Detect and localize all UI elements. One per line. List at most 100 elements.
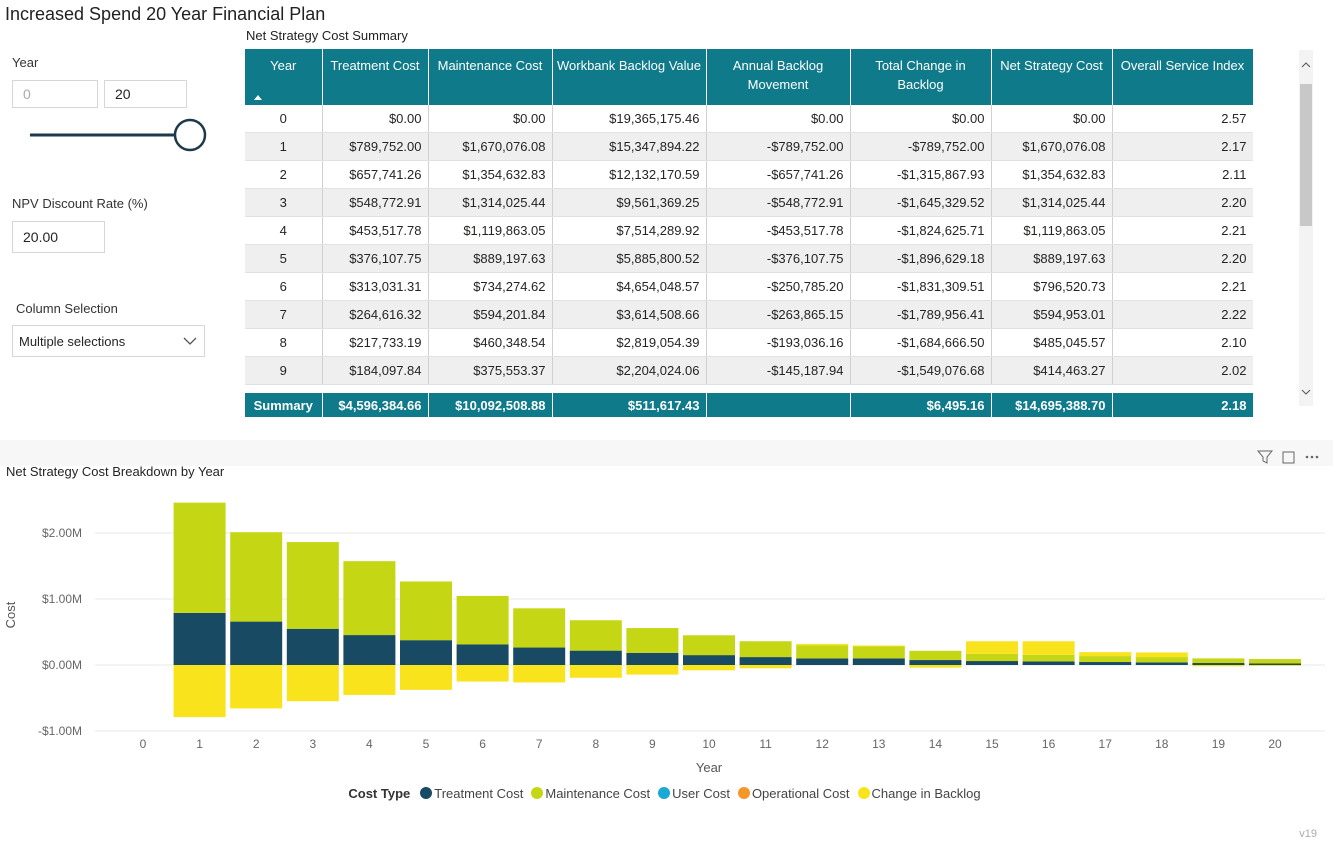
npv-input[interactable]: 20.00: [12, 221, 105, 253]
table-cell: $19,365,175.46: [552, 105, 707, 133]
bar-segment: [400, 640, 452, 665]
bar-segment: [852, 646, 905, 659]
summary-cell: $6,495.16: [850, 393, 992, 417]
bar-segment: [739, 641, 792, 658]
year-min-input[interactable]: 0: [12, 80, 98, 108]
year-slider[interactable]: [20, 115, 220, 155]
x-tick-label: 10: [702, 737, 716, 751]
table-cell: 0: [245, 105, 323, 133]
table-cell: -$1,645,329.52: [850, 188, 992, 217]
table-cell: -$548,772.91: [706, 188, 851, 217]
y-tick-label: $2.00M: [42, 526, 82, 540]
bar-segment: [1249, 665, 1301, 666]
bar-segment: [569, 620, 622, 651]
table-cell: -$657,741.26: [706, 160, 851, 189]
table-cell: 5: [245, 244, 323, 273]
filter-icon[interactable]: [1256, 450, 1274, 464]
scroll-up[interactable]: [1301, 62, 1311, 68]
table-cell: 2.02: [1112, 356, 1253, 385]
column-header: Treatment Cost: [322, 49, 429, 105]
bar-segment: [909, 650, 962, 661]
bar-segment: [626, 652, 679, 665]
table-row: 3 $548,772.91 $1,314,025.44 $9,561,369.25 -$…: [245, 188, 1253, 217]
slider-handle[interactable]: [173, 118, 207, 152]
table-cell: $12,132,170.59: [552, 160, 707, 189]
table-cell: -$1,549,076.68: [850, 356, 992, 385]
bar-segment: [230, 665, 283, 709]
x-tick-label: 19: [1212, 737, 1226, 751]
table-title: Net Strategy Cost Summary: [246, 28, 408, 43]
x-tick-label: 4: [366, 737, 373, 751]
summary-cell: $10,092,508.88: [428, 393, 553, 417]
summary-cell: $4,596,384.66: [322, 393, 429, 417]
sort-arrow[interactable]: [253, 93, 263, 101]
table-cell: $414,463.27: [991, 356, 1113, 385]
table-cell: $460,348.54: [428, 328, 553, 357]
x-tick-label: 11: [759, 737, 772, 751]
table-cell: -$1,824,625.71: [850, 216, 992, 245]
summary-cell: Summary: [245, 393, 323, 417]
table-cell: $264,616.32: [322, 300, 429, 329]
bar-segment: [173, 502, 226, 613]
bar-segment: [1192, 665, 1245, 667]
legend-label: Treatment Cost: [434, 786, 524, 801]
visual-icons: [1256, 450, 1319, 464]
more-dot: [1315, 455, 1319, 459]
x-axis-label: Year: [696, 760, 723, 775]
y-tick-label: $1.00M: [42, 592, 82, 606]
table-cell: $1,119,863.05: [428, 216, 553, 245]
x-tick-label: 0: [140, 737, 147, 751]
table-cell: $3,614,508.66: [552, 300, 707, 329]
table-cell: $2,204,024.06: [552, 356, 707, 385]
bar-segment: [1022, 654, 1075, 662]
spacer-cell: [245, 385, 1253, 394]
bar-segment: [626, 628, 679, 653]
column-header: Maintenance Cost: [428, 49, 553, 105]
table-cell: $1,670,076.08: [428, 132, 553, 161]
table-cell: $7,514,289.92: [552, 216, 707, 245]
bar-segment: [852, 658, 905, 665]
scroll-down[interactable]: [1301, 389, 1311, 395]
x-tick-label: 12: [816, 737, 830, 751]
bar-segment: [1249, 659, 1301, 664]
bar-segment: [569, 650, 622, 665]
version: v19: [1299, 828, 1317, 840]
column-dropdown[interactable]: Multiple selections: [12, 325, 205, 357]
table-cell: 2: [245, 160, 323, 189]
table-cell: $485,045.57: [991, 328, 1113, 357]
y-axis-label: Cost: [3, 601, 18, 628]
bar-segment: [513, 665, 566, 683]
bar-segment: [852, 645, 905, 647]
bar-segment: [400, 581, 452, 641]
bar-segment: [1022, 641, 1075, 655]
column-label: Column Selection: [16, 301, 118, 316]
more-icon[interactable]: [1305, 455, 1309, 459]
year-max-input[interactable]: 20: [104, 80, 187, 108]
table-cell: $0.00: [322, 105, 429, 133]
table-cell: $1,354,632.83: [428, 160, 553, 189]
bar-segment: [1249, 663, 1301, 665]
focus-icon[interactable]: [1282, 451, 1295, 464]
table-cell: 6: [245, 272, 323, 301]
bar-segment: [456, 665, 509, 682]
table-cell: $9,561,369.25: [552, 188, 707, 217]
column-header: Workbank Backlog Value: [552, 49, 707, 105]
bar-segment: [569, 665, 622, 678]
table-cell: $217,733.19: [322, 328, 429, 357]
scrollbar-graphic: [1300, 62, 1312, 395]
table-cell: -$263,865.15: [706, 300, 851, 329]
bar-segment: [1079, 662, 1132, 665]
scrollbar[interactable]: [1299, 50, 1313, 406]
table-cell: -$789,752.00: [706, 132, 851, 161]
bar-segment: [966, 641, 1018, 654]
bar-segment: [343, 561, 396, 636]
year-label: Year: [12, 55, 39, 70]
bar-segment: [683, 655, 735, 665]
table-cell: $594,953.01: [991, 300, 1113, 329]
table-cell: 9: [245, 356, 323, 385]
table-row: 2 $657,741.26 $1,354,632.83 $12,132,170.59-…: [245, 160, 1253, 189]
more-dot: [1310, 455, 1314, 459]
legend-label: Change in Backlog: [871, 786, 981, 801]
bar-segment: [173, 612, 226, 665]
scroll-thumb[interactable]: [1300, 84, 1312, 226]
